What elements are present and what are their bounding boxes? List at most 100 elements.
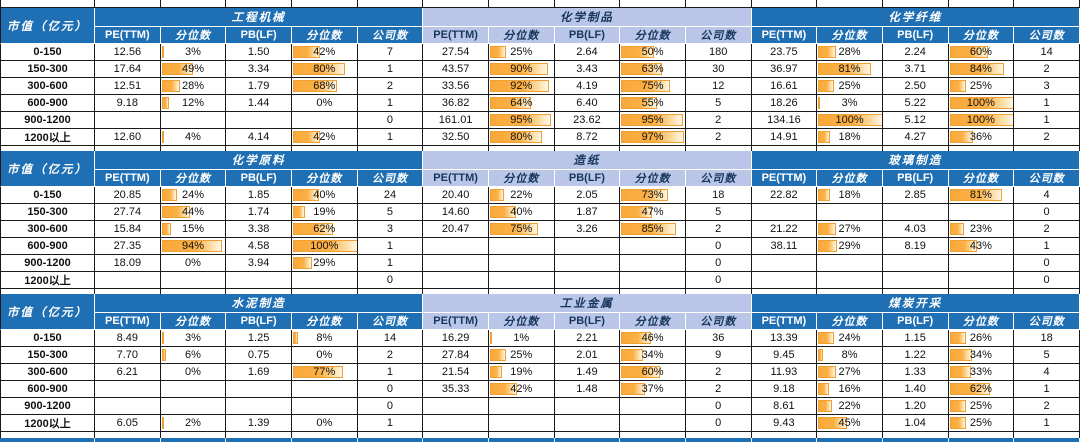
- pb-value-cell: 1.49: [554, 364, 621, 381]
- percentile-bar: [621, 63, 662, 75]
- percentile-value: 43%: [969, 240, 992, 252]
- pe-value-cell: [423, 272, 489, 289]
- pe-value-cell: 21.22: [751, 221, 818, 238]
- column-header: 分位数: [620, 170, 686, 187]
- table-row: 300-600 15.84 15% 3.38 62% 3 20.47 75% 3.26 85% 2 2…: [0, 221, 1080, 238]
- table-row: 600-900 27.35 94% 4.58 100% 1 0 38.11 29% 8.19 43%…: [0, 238, 1080, 255]
- percentile-value: 90%: [510, 63, 533, 75]
- pb-percentile-cell: 36%: [948, 129, 1015, 146]
- percentile-value: 22%: [510, 189, 533, 201]
- pb-percentile-cell: 0%: [291, 415, 358, 432]
- pb-value-cell: 1.79: [226, 78, 292, 95]
- pb-percentile-cell: 42%: [291, 129, 358, 146]
- percentile-value: 24%: [838, 332, 861, 344]
- pb-percentile-cell: 100%: [948, 95, 1015, 112]
- pb-value-cell: 1.74: [226, 204, 292, 221]
- percentile-bar: [161, 223, 172, 235]
- company-count-cell: 30: [685, 61, 752, 78]
- percentile-bar: [292, 80, 337, 92]
- percentile-bar: [949, 63, 1004, 75]
- percentile-bar: [621, 332, 651, 344]
- empty-cell: [488, 289, 555, 294]
- percentile-value: 4%: [185, 131, 201, 143]
- pb-percentile-cell: 8%: [291, 330, 358, 347]
- percentile-value: 80%: [313, 63, 336, 75]
- column-header: 分位数: [948, 170, 1015, 187]
- pe-percentile-cell: [817, 204, 883, 221]
- empty-cell: [751, 0, 818, 8]
- empty-cell: [948, 289, 1015, 294]
- percentile-value: 28%: [181, 80, 204, 92]
- column-header: 分位数: [160, 27, 227, 44]
- pe-value-cell: 6.21: [95, 364, 161, 381]
- pe-percentile-cell: 90%: [488, 61, 555, 78]
- pb-percentile-cell: [620, 398, 686, 415]
- company-count-cell: 1: [357, 255, 424, 272]
- percentile-value: 68%: [313, 80, 336, 92]
- percentile-value: 36%: [969, 131, 992, 143]
- percentile-bar: [161, 97, 170, 109]
- empty-cell: [423, 146, 489, 151]
- table-row: 300-600 12.51 28% 1.79 68% 2 33.56 92% 4.19 75% 12…: [0, 78, 1080, 95]
- percentile-value: 100%: [310, 240, 339, 252]
- percentile-value: 29%: [838, 240, 861, 252]
- company-count-cell: 1: [1014, 112, 1080, 129]
- pe-value-cell: 36.97: [751, 61, 818, 78]
- percentile-value: 24%: [181, 189, 204, 201]
- pb-value-cell: 4.14: [226, 129, 292, 146]
- empty-cell: [0, 289, 95, 294]
- pe-percentile-cell: 22%: [817, 398, 883, 415]
- empty-cell: [620, 146, 686, 151]
- pe-percentile-cell: 3%: [817, 95, 883, 112]
- percentile-bar: [292, 189, 319, 201]
- empty-cell: [0, 438, 95, 442]
- percentile-value: 94%: [181, 240, 204, 252]
- empty-cell: [554, 146, 621, 151]
- empty-cell: [685, 438, 752, 442]
- pb-percentile-cell: 95%: [620, 112, 686, 129]
- pe-value-cell: 36.82: [423, 95, 489, 112]
- percentile-value: 81%: [838, 63, 861, 75]
- pb-percentile-cell: 40%: [291, 187, 358, 204]
- pb-value-cell: 2.85: [882, 187, 949, 204]
- pb-percentile-cell: 0%: [291, 95, 358, 112]
- company-count-cell: 2: [1014, 221, 1080, 238]
- percentile-value: 80%: [510, 131, 533, 143]
- percentile-value: 81%: [969, 189, 992, 201]
- company-count-cell: 4: [1014, 187, 1080, 204]
- group-gap-row: [0, 146, 1080, 151]
- pe-value-cell: 9.43: [751, 415, 818, 432]
- pe-percentile-cell: [160, 398, 227, 415]
- pb-percentile-cell: [948, 272, 1015, 289]
- column-header: PB(LF): [554, 313, 621, 330]
- pb-value-cell: [882, 204, 949, 221]
- percentile-value: 33%: [969, 366, 992, 378]
- percentile-value: 27%: [838, 223, 861, 235]
- pb-percentile-cell: 62%: [948, 381, 1015, 398]
- percentile-value: 0%: [185, 257, 201, 269]
- company-count-cell: 1: [1014, 238, 1080, 255]
- column-header: 公司数: [685, 27, 752, 44]
- pe-value-cell: 9.45: [751, 347, 818, 364]
- pe-value-cell: [95, 381, 161, 398]
- column-header: 公司数: [1014, 170, 1080, 187]
- company-count-cell: 1: [357, 129, 424, 146]
- percentile-value: 85%: [641, 223, 664, 235]
- pb-percentile-cell: 23%: [948, 221, 1015, 238]
- pb-value-cell: 5.22: [882, 95, 949, 112]
- company-count-cell: 1: [1014, 381, 1080, 398]
- company-count-cell: 2: [1014, 61, 1080, 78]
- percentile-value: 28%: [838, 46, 861, 58]
- pe-percentile-cell: [817, 272, 883, 289]
- percentile-bar: [621, 131, 684, 143]
- industry-title: 煤炭开采: [751, 294, 1080, 313]
- percentile-bar: [818, 114, 882, 126]
- company-count-cell: 0: [1014, 204, 1080, 221]
- column-header: 公司数: [357, 27, 424, 44]
- pb-percentile-cell: 68%: [291, 78, 358, 95]
- pb-percentile-cell: 33%: [948, 364, 1015, 381]
- pe-percentile-cell: 24%: [817, 330, 883, 347]
- pb-value-cell: [554, 398, 621, 415]
- pb-percentile-cell: [291, 381, 358, 398]
- row-label: 150-300: [0, 347, 95, 364]
